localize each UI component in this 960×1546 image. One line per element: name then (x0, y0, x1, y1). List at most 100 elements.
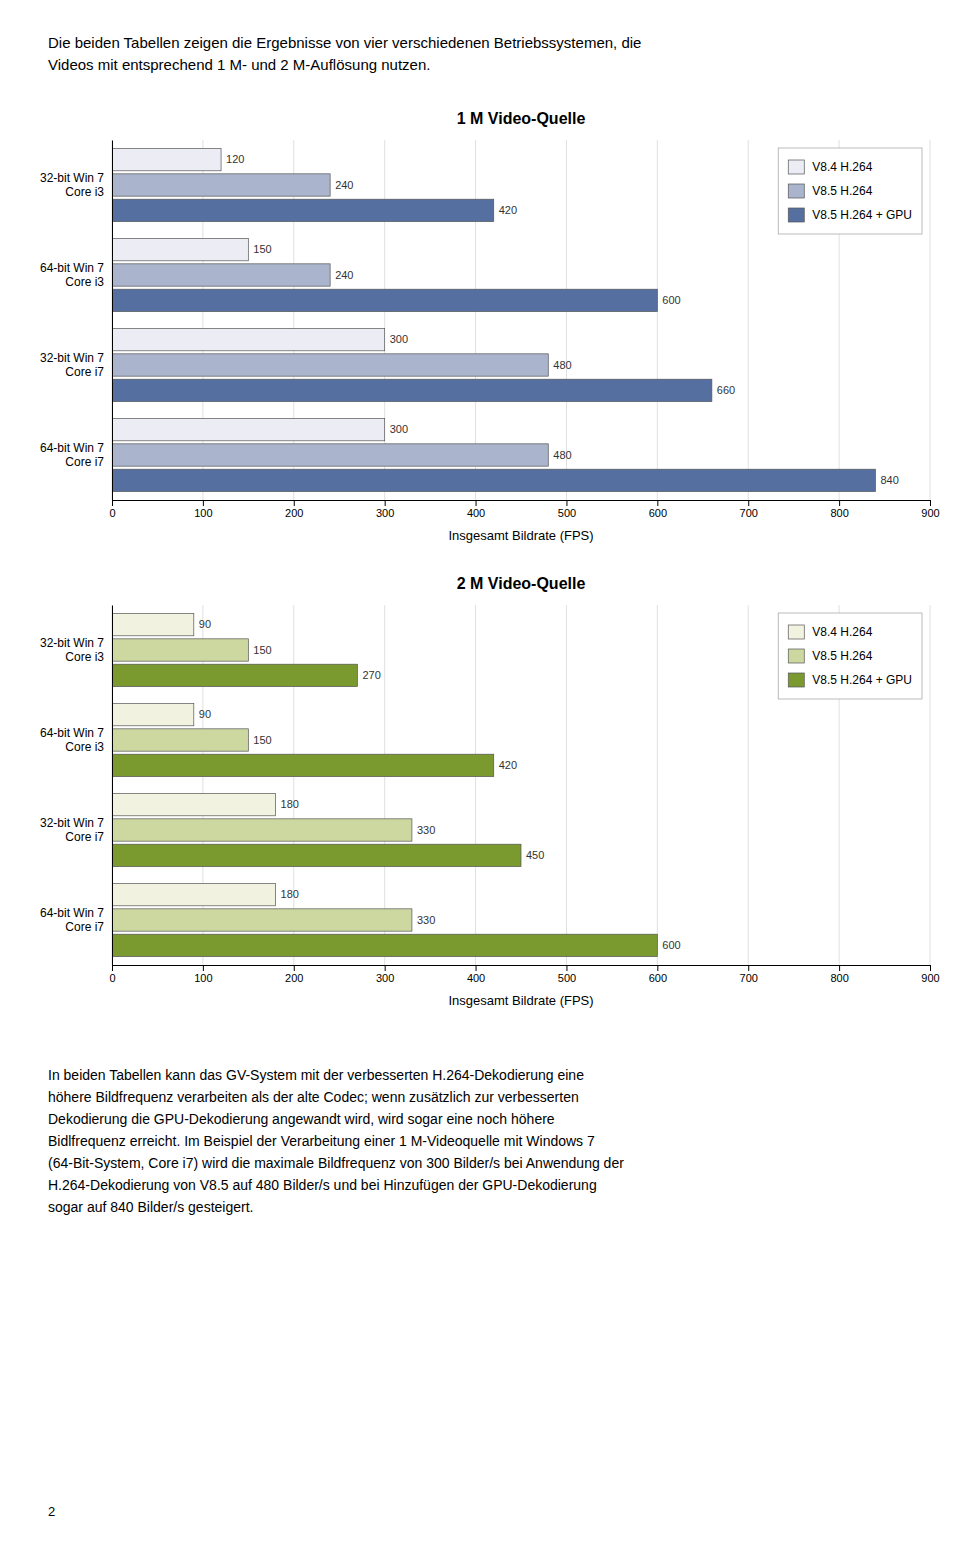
bar (112, 174, 330, 196)
chart-title: 2 M Video-Quelle (457, 575, 586, 592)
y-tick-label-line: 32-bit Win 7 (40, 171, 104, 185)
x-tick: 400 (467, 965, 485, 984)
bar (112, 793, 276, 815)
grid-line (930, 605, 931, 965)
x-tick: 700 (740, 500, 758, 519)
tick-mark (930, 965, 931, 971)
bar (112, 639, 248, 661)
data-label: 90 (199, 708, 211, 720)
bars (112, 148, 875, 491)
bar (112, 934, 657, 956)
x-tick: 100 (194, 500, 212, 519)
grid-line (930, 140, 931, 500)
x-tick-label: 500 (558, 507, 576, 519)
y-tick-label-line: Core i7 (65, 365, 104, 379)
bar (112, 354, 548, 376)
y-axis: 32-bit Win 7 Core i364-bit Win 7Core i3 32… (40, 141, 113, 501)
x-tick: 800 (830, 965, 848, 984)
grid-line (112, 605, 113, 965)
y-tick-label-line: Core i3 (65, 740, 104, 754)
y-tick-label: 64-bit Win 7Core i7 (40, 906, 104, 934)
x-tick-label: 300 (376, 972, 394, 984)
bar (112, 289, 657, 311)
footer-text: Bidlfrequenz erreicht. Im Beispiel der V… (48, 1133, 595, 1149)
bar (112, 444, 548, 466)
data-label: 840 (880, 474, 898, 486)
legend: V8.4 H.264V8.5 H.264V8.5 H.264 + GPU (778, 148, 922, 234)
data-label: 180 (281, 888, 299, 900)
footer-text: höhere Bildfrequenz verarbeiten als der … (48, 1089, 579, 1105)
y-tick-label-line: 32-bit Win 7 (40, 351, 104, 365)
bar (112, 729, 248, 751)
y-tick: 64-bit Win 7Core i7 (40, 906, 112, 934)
x-tick-label: 0 (109, 507, 115, 519)
legend-label: V8.4 H.264 (812, 160, 872, 174)
data-label: 450 (526, 849, 544, 861)
legend-entry: V8.5 H.264 + GPU (788, 208, 912, 222)
bar (112, 613, 194, 635)
header: Die beiden Tabellen zeigen die Ergebniss… (48, 34, 641, 73)
tick-mark (203, 500, 204, 506)
tick-mark (657, 965, 658, 971)
y-tick-label-line: 64-bit Win 7 (40, 906, 104, 920)
x-tick: 900 (921, 500, 939, 519)
header-text: Videos mit entsprechend 1 M- und 2 M-Auf… (48, 56, 430, 73)
x-tick: 600 (649, 500, 667, 519)
x-tick-label: 800 (830, 972, 848, 984)
footer-text: In beiden Tabellen kann das GV-System mi… (48, 1067, 584, 1083)
y-tick-label-line: Core i3 (65, 275, 104, 289)
x-tick: 600 (649, 965, 667, 984)
legend-entry: V8.4 H.264 (788, 625, 872, 639)
x-tick: 400 (467, 500, 485, 519)
y-tick: 32-bit Win 7Core i7 (40, 351, 112, 379)
x-tick-label: 100 (194, 507, 212, 519)
bar (112, 883, 276, 905)
data-labels: 9090180180150150330330270420450600 (199, 618, 681, 951)
tick-mark (748, 500, 749, 506)
y-tick-label-line: 64-bit Win 7 (40, 441, 104, 455)
data-label: 420 (499, 204, 517, 216)
data-label: 600 (662, 939, 680, 951)
y-tick-label-line: Core i7 (65, 455, 104, 469)
chart-title: 1 M Video-Quelle (457, 110, 586, 127)
tick-mark (839, 500, 840, 506)
bar (112, 238, 248, 260)
x-tick: 100 (194, 965, 212, 984)
y-tick: 64-bit Win 7Core i3 (40, 261, 112, 289)
bar (112, 328, 385, 350)
bar (112, 379, 712, 401)
tick-mark (566, 500, 567, 506)
y-tick-label: 32-bit Win 7Core i7 (40, 351, 104, 379)
x-tick-label: 0 (109, 972, 115, 984)
y-tick-label: 64-bit Win 7Core i3 (40, 261, 104, 289)
x-tick-label: 200 (285, 972, 303, 984)
y-tick: 64-bit Win 7Core i3 (40, 726, 112, 754)
axis-line (113, 966, 931, 972)
chart: 2 M Video-Quelle909018018015015033033027… (40, 575, 940, 1008)
data-label: 300 (390, 423, 408, 435)
tick-mark (294, 965, 295, 971)
data-label: 180 (281, 798, 299, 810)
y-tick-label-line: 64-bit Win 7 (40, 261, 104, 275)
tick-mark (476, 965, 477, 971)
footer-text: Dekodierung die GPU-Dekodierung angewand… (48, 1111, 555, 1127)
bar (112, 844, 521, 866)
data-label: 90 (199, 618, 211, 630)
data-label: 330 (417, 824, 435, 836)
header-text: Die beiden Tabellen zeigen die Ergebniss… (48, 34, 641, 51)
bar (112, 664, 357, 686)
data-label: 150 (253, 734, 271, 746)
bars (112, 613, 657, 956)
x-tick-label: 400 (467, 507, 485, 519)
bar (112, 754, 494, 776)
data-label: 600 (662, 294, 680, 306)
x-tick-label: 800 (830, 507, 848, 519)
data-label: 240 (335, 269, 353, 281)
data-label: 420 (499, 759, 517, 771)
bar (112, 909, 412, 931)
footer-text: H.264-Dekodierung von V8.5 auf 480 Bilde… (48, 1177, 597, 1193)
legend-swatch (788, 673, 804, 687)
legend-label: V8.5 H.264 + GPU (812, 208, 912, 222)
y-tick-label: 32-bit Win 7Core i7 (40, 816, 104, 844)
x-axis: 0100200300400500600700800900 (109, 500, 939, 519)
